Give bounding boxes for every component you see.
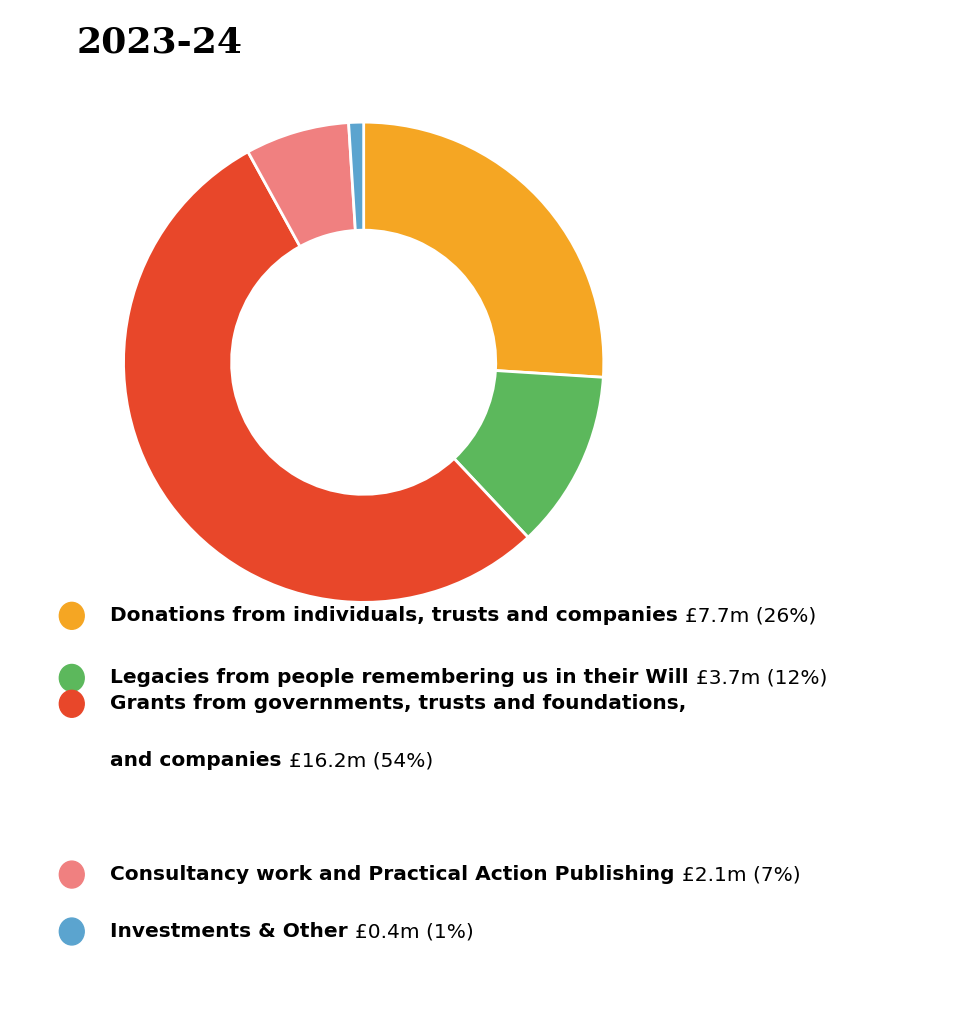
Text: Consultancy work and Practical Action Publishing: Consultancy work and Practical Action Pu… [110, 865, 681, 884]
Wedge shape [454, 371, 603, 537]
Text: £3.7m (12%): £3.7m (12%) [696, 669, 827, 687]
Wedge shape [123, 152, 528, 602]
Text: Investments & Other: Investments & Other [110, 922, 355, 941]
Text: 2023-24: 2023-24 [77, 26, 242, 60]
Text: Grants from governments, trusts and foundations,: Grants from governments, trusts and foun… [110, 694, 686, 713]
Text: Donations from individuals, trusts and companies: Donations from individuals, trusts and c… [110, 607, 685, 625]
Text: and companies: and companies [110, 751, 289, 770]
Text: £2.1m (7%): £2.1m (7%) [681, 865, 800, 884]
Wedge shape [364, 122, 604, 378]
Wedge shape [248, 122, 355, 246]
Text: £0.4m (1%): £0.4m (1%) [355, 922, 474, 941]
Text: £16.2m (54%): £16.2m (54%) [289, 751, 433, 770]
Text: Legacies from people remembering us in their Will: Legacies from people remembering us in t… [110, 669, 696, 687]
Wedge shape [348, 122, 364, 231]
Text: £7.7m (26%): £7.7m (26%) [685, 607, 816, 625]
